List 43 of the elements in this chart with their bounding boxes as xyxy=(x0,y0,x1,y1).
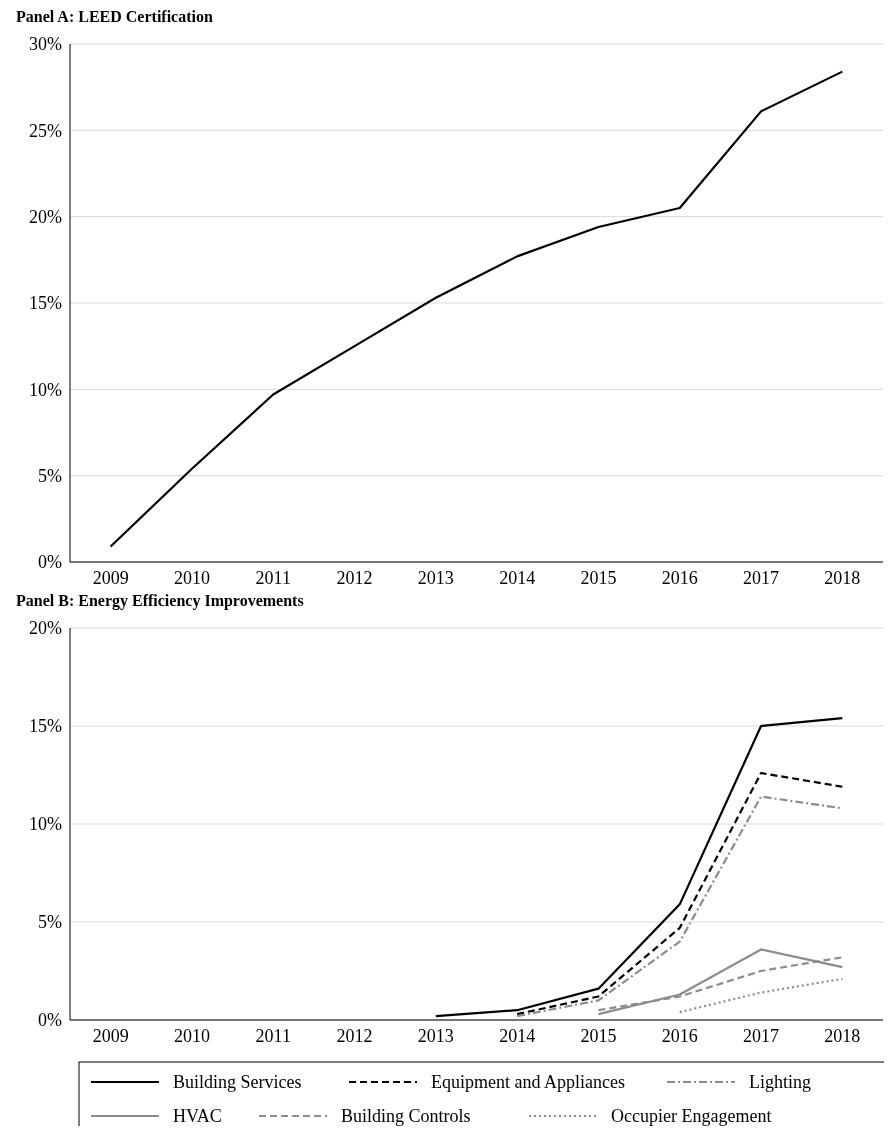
x-tick-label: 2017 xyxy=(743,1026,780,1046)
y-tick-label: 0% xyxy=(38,552,62,573)
y-tick-label: 20% xyxy=(29,206,62,227)
x-tick-label: 2010 xyxy=(173,568,210,588)
chart-title: Panel A: LEED Certification xyxy=(16,8,213,25)
x-tick-label: 2011 xyxy=(255,1026,291,1046)
x-tick-label: 2017 xyxy=(743,568,780,588)
y-tick-label: 10% xyxy=(29,814,62,835)
x-tick-label: 2018 xyxy=(824,1026,861,1046)
x-tick-label: 2010 xyxy=(173,1026,210,1046)
legend-label: Equipment and Appliances xyxy=(431,1072,625,1093)
x-tick-label: 2014 xyxy=(499,568,536,588)
legend-label: Building Controls xyxy=(341,1106,471,1127)
y-tick-label: 25% xyxy=(29,120,62,141)
x-tick-label: 2013 xyxy=(417,568,454,588)
x-tick-label: 2015 xyxy=(580,1026,617,1046)
y-tick-label: 20% xyxy=(29,618,62,639)
line-series xyxy=(597,948,844,1016)
x-tick-label: 2011 xyxy=(255,568,291,588)
y-tick-label: 15% xyxy=(29,293,62,314)
x-tick-label: 2013 xyxy=(417,1026,454,1046)
x-tick-label: 2016 xyxy=(661,1026,698,1046)
y-tick-label: 5% xyxy=(38,465,62,486)
chart-title: Panel B: Energy Efficiency Improvements xyxy=(16,592,304,610)
legend-label: Building Services xyxy=(173,1072,302,1093)
x-tick-label: 2015 xyxy=(580,568,617,588)
x-tick-label: 2009 xyxy=(92,1026,129,1046)
x-tick-label: 2016 xyxy=(661,568,698,588)
y-tick-label: 10% xyxy=(29,379,62,400)
x-tick-label: 2014 xyxy=(499,1026,536,1046)
y-tick-label: 0% xyxy=(38,1010,62,1031)
y-tick-label: 30% xyxy=(29,34,62,55)
x-tick-label: 2012 xyxy=(336,568,373,588)
x-tick-label: 2012 xyxy=(336,1026,373,1046)
y-tick-label: 5% xyxy=(38,912,62,933)
y-tick-label: 15% xyxy=(29,716,62,737)
line-series xyxy=(434,717,844,1018)
legend-label: HVAC xyxy=(173,1106,222,1127)
legend-label: Occupier Engagement xyxy=(611,1106,772,1127)
x-tick-label: 2018 xyxy=(824,568,861,588)
x-tick-label: 2009 xyxy=(92,568,129,588)
line-series xyxy=(109,70,844,548)
legend-label: Lighting xyxy=(749,1072,811,1093)
